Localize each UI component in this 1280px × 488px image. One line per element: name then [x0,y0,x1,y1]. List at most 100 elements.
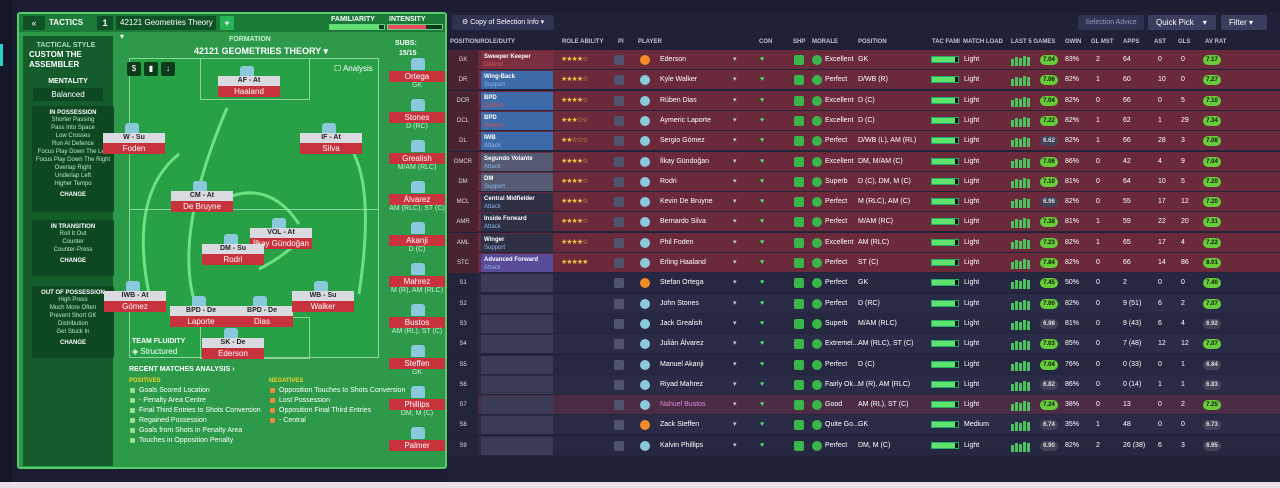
pi-icon[interactable] [614,75,624,86]
tactical-style-name[interactable]: CUSTOM THE ASSEMBLER [29,50,82,69]
table-row[interactable]: DM DM Support ★★★★☆ Rodri ▾ ♥ Superb D (C), DM, … [448,171,1280,192]
table-row[interactable]: GK Sweeper Keeper Defend ★★★★☆ Ederson ▾ ♥ Exce… [448,50,1280,70]
header-gls[interactable]: GLS [1178,39,1191,45]
player-name[interactable]: Phil Foden [660,238,694,246]
player-dropdown-chevron[interactable]: ▾ [733,441,737,449]
in-transition-change-button[interactable]: CHANGE [59,258,86,264]
table-row[interactable]: S9 Kalvin Phillips ▾ ♥ Perfect DM, M (C) Light… [448,435,1280,456]
role-duty-box[interactable] [481,314,553,333]
recent-matches-title[interactable]: RECENT MATCHES ANALYSIS › [129,366,235,373]
header-glmst[interactable]: GL MST [1091,39,1114,45]
header-ast[interactable]: AST [1154,39,1166,45]
pi-icon[interactable] [614,420,624,431]
player-dropdown-chevron[interactable]: ▾ [733,76,737,84]
pitch-player[interactable]: DM - Su Rodri [202,234,264,270]
player-dropdown-chevron[interactable]: ▾ [733,299,737,307]
header-gwin[interactable]: GWIN [1065,39,1082,45]
selection-advice-button[interactable]: Selection Advice [1078,15,1144,30]
role-duty-box[interactable] [481,436,553,455]
analysis-toggle[interactable]: ☐ Analysis [334,64,373,73]
role-duty-box[interactable] [481,375,553,394]
header-role-ability[interactable]: ROLE ABILITY [562,39,604,45]
header-morale[interactable]: MORALE [812,39,838,45]
player-dropdown-chevron[interactable]: ▾ [733,198,737,206]
player-name[interactable]: Zack Steffen [660,421,700,429]
sub-player[interactable]: Ortega GK [389,58,445,98]
table-row[interactable]: S3 Jack Grealish ▾ ♥ Superb M/AM (RLC) Light 6.… [448,313,1280,334]
dollar-icon[interactable]: $ [127,62,141,76]
player-name[interactable]: Ederson [660,56,687,63]
player-dropdown-chevron[interactable]: ▾ [733,279,737,287]
header-av-rat[interactable]: AV RAT [1205,39,1227,45]
table-row[interactable]: STC Advanced Forward Attack ★★★★★ Erling Haa… [448,253,1280,273]
header-match-load[interactable]: MATCH LOAD [963,39,1003,45]
player-name[interactable]: Julián Álvarez [660,340,704,348]
player-name[interactable]: Manuel Akanji [660,360,704,368]
player-dropdown-chevron[interactable]: ▾ [733,116,737,124]
role-duty-box[interactable] [481,355,553,374]
player-name[interactable]: John Stones [660,299,699,307]
tactic-name-dropdown[interactable]: 42121 Geometries Theory ▾ [116,16,216,41]
table-row[interactable]: DCL BPD Defend ★★★☆☆ Aymeric Laporte ▾ ♥ Excell… [448,110,1280,131]
player-name[interactable]: Riyad Mahrez [660,380,704,388]
pi-icon[interactable] [614,115,624,126]
role-duty-box[interactable]: Segundo Volante Attack [481,152,553,171]
pi-icon[interactable] [614,339,624,350]
player-dropdown-chevron[interactable]: ▾ [733,238,737,246]
add-tactic-button[interactable]: + [220,16,234,30]
player-name[interactable]: Rodri [660,177,677,185]
pitch-player[interactable]: CM - At De Bruyne [171,181,233,217]
collapse-button[interactable]: « [23,16,45,30]
pi-icon[interactable] [614,95,624,106]
player-name[interactable]: Rúben Dias [660,96,697,104]
player-dropdown-chevron[interactable]: ▾ [733,56,737,63]
table-row[interactable]: DMCR Segundo Volante Attack ★★★★☆ İlkay Günd… [448,151,1280,172]
table-row[interactable]: S4 Julián Álvarez ▾ ♥ Extremel... AM (RLC), S… [448,334,1280,355]
player-name[interactable]: Bernardo Silva [660,218,706,226]
sub-player[interactable]: Steffen GK [389,345,445,385]
table-row[interactable]: S8 Zack Steffen ▾ ♥ Quite Go... GK Medium 6.74 3… [448,415,1280,436]
table-row[interactable]: S5 Manuel Akanji ▾ ♥ Perfect D (C) Light 7.04 76… [448,354,1280,375]
pi-icon[interactable] [614,440,624,451]
player-name[interactable]: Jack Grealish [660,319,703,327]
table-row[interactable]: AML Winger Support ★★★★☆ Phil Foden ▾ ♥ Excelle… [448,232,1280,253]
filter-button[interactable]: Filter ▾ [1221,15,1267,30]
download-icon[interactable]: ↓ [161,62,175,76]
table-row[interactable]: AMR Inside Forward Attack ★★★★☆ Bernardo Sil… [448,212,1280,233]
role-duty-box[interactable]: BPD Defend [481,111,553,130]
pitch-player[interactable]: SK - De Ederson [202,328,264,364]
player-dropdown-chevron[interactable]: ▾ [733,421,737,429]
in-possession-change-button[interactable]: CHANGE [59,192,86,198]
player-name[interactable]: Stefan Ortega [660,279,704,287]
quick-pick-button[interactable]: Quick Pick ▾ [1148,15,1216,30]
table-row[interactable]: S7 Nahuel Bustos ▾ ♥ Good AM (RL), ST (C) Ligh… [448,395,1280,416]
header-con[interactable]: CON [759,39,773,45]
role-duty-box[interactable]: Winger Support [481,233,553,252]
player-dropdown-chevron[interactable]: ▾ [733,218,737,226]
copy-selection-info-button[interactable]: ⚙ Copy of Selection Info ▾ [452,15,554,30]
stats-icon[interactable]: ▮ [144,62,158,76]
pitch-player[interactable]: IF - At Silva [300,123,362,159]
pi-icon[interactable] [614,237,624,248]
player-dropdown-chevron[interactable]: ▾ [733,96,737,104]
role-duty-box[interactable]: Central Midfielder Attack [481,193,553,212]
pi-icon[interactable] [614,359,624,370]
pitch-player[interactable]: AF - At Haaland [218,66,280,102]
pitch-player[interactable]: WB - Su Walker [292,281,354,317]
tactic-slot[interactable]: 1 [97,16,113,30]
player-dropdown-chevron[interactable]: ▾ [733,157,737,165]
role-duty-box[interactable]: Sweeper Keeper Defend [481,51,553,69]
header-pi[interactable]: PI [618,39,624,45]
header-tac-fami[interactable]: TAC FAMI [932,39,960,45]
out-possession-change-button[interactable]: CHANGE [59,340,86,346]
role-duty-box[interactable]: Wing-Back Support [481,71,553,90]
role-duty-box[interactable]: DM Support [481,172,553,191]
pi-icon[interactable] [614,197,624,208]
player-name[interactable]: Nahuel Bustos [660,401,706,409]
player-name[interactable]: İlkay Gündoğan [660,157,710,165]
role-duty-box[interactable]: Inside Forward Attack [481,213,553,232]
formation-dropdown[interactable]: 42121 GEOMETRIES THEORY ▾ [194,46,329,56]
player-dropdown-chevron[interactable]: ▾ [733,259,737,266]
header-apps[interactable]: APPS [1123,39,1140,45]
pitch-player[interactable]: BPD - De Laporte [170,296,232,332]
